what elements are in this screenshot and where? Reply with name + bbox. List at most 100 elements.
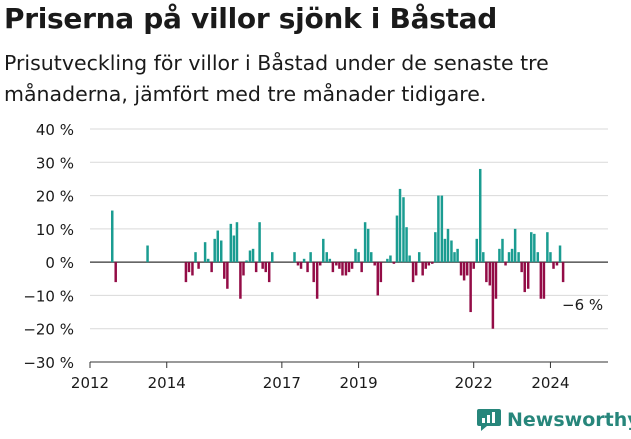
bar <box>555 262 559 266</box>
bar <box>542 262 546 299</box>
bar <box>488 262 492 286</box>
x-axis: 2012 2014 2017 2019 2022 2024 <box>71 361 608 392</box>
bar <box>510 248 514 263</box>
bar <box>513 228 517 263</box>
y-tick-label: 0 % <box>45 254 74 272</box>
x-tick-label: 2019 <box>339 374 377 392</box>
bar <box>229 223 233 263</box>
x-tick-label: 2024 <box>531 374 569 392</box>
bar <box>552 262 555 269</box>
bar <box>427 262 431 266</box>
bar <box>417 252 421 263</box>
bar <box>235 222 239 263</box>
bar <box>114 262 117 283</box>
bar <box>216 230 220 263</box>
bar <box>504 262 507 266</box>
bar <box>315 262 319 299</box>
bar <box>254 262 258 273</box>
bar <box>533 233 536 263</box>
x-tick-label: 2022 <box>455 374 493 392</box>
bar <box>350 262 354 269</box>
bar <box>223 262 226 279</box>
bar <box>146 245 149 263</box>
bar <box>530 232 533 263</box>
bar <box>453 252 456 263</box>
bar <box>389 255 392 263</box>
bar <box>261 262 264 269</box>
bar <box>373 262 376 266</box>
bar <box>459 262 463 276</box>
bar <box>245 260 248 263</box>
bar <box>421 262 424 276</box>
bar <box>549 252 552 263</box>
bar <box>408 255 411 263</box>
bar <box>335 262 338 266</box>
bar <box>405 227 408 263</box>
bar <box>392 262 396 264</box>
bar <box>232 235 236 263</box>
y-tick-label: 10 % <box>36 221 74 239</box>
x-tick-label: 2017 <box>263 374 301 392</box>
bar <box>501 238 504 263</box>
bar <box>520 262 523 273</box>
bar <box>299 262 303 269</box>
bar <box>414 262 418 276</box>
bar <box>456 248 459 263</box>
bar <box>491 262 495 329</box>
bar <box>206 258 210 263</box>
bar <box>312 262 315 283</box>
bar <box>322 238 325 263</box>
newsworthy-icon <box>477 409 501 431</box>
bar <box>478 168 482 263</box>
bar <box>363 222 367 263</box>
bar <box>354 248 357 263</box>
bar <box>213 238 216 263</box>
bar <box>498 248 501 263</box>
newsworthy-logo[interactable]: Newsworthy <box>476 408 631 432</box>
bar <box>296 262 300 266</box>
bar <box>258 222 261 263</box>
bar <box>376 262 380 296</box>
bar <box>523 262 526 293</box>
y-tick-label: 40 % <box>36 121 74 139</box>
bars <box>111 168 565 329</box>
bar <box>402 197 405 263</box>
y-tick-label: 20 % <box>36 188 74 206</box>
bar <box>370 252 373 263</box>
bar <box>558 245 562 263</box>
bar <box>507 252 511 263</box>
y-tick-label: 30 % <box>36 154 74 172</box>
bar <box>494 262 498 299</box>
bar <box>517 252 520 263</box>
bar <box>434 232 437 263</box>
bar <box>440 195 444 263</box>
bar <box>318 262 322 266</box>
bar <box>328 258 332 263</box>
bar <box>485 262 488 283</box>
bar <box>197 262 200 269</box>
bar <box>271 252 274 263</box>
bar <box>306 262 309 273</box>
bar <box>561 262 565 283</box>
bar <box>226 262 229 289</box>
bar <box>431 262 434 264</box>
bar <box>379 262 383 283</box>
subtitle-line-1: Prisutveckling för villor i Båstad under… <box>4 51 549 75</box>
bar <box>267 262 271 283</box>
y-axis: −30 % −20 % −10 % 0 % 10 % 20 % 30 % 40 % <box>23 121 74 372</box>
bar <box>184 262 188 283</box>
chart-title: Priserna på villor sjönk i Båstad <box>4 2 497 35</box>
bar <box>411 262 415 283</box>
x-tick-label: 2012 <box>71 374 109 392</box>
bar <box>482 252 485 263</box>
bar <box>203 242 207 263</box>
bar <box>187 262 191 273</box>
bar <box>398 188 402 263</box>
bar <box>450 240 453 263</box>
bar <box>325 252 328 263</box>
bar <box>293 252 296 263</box>
bar <box>309 252 312 263</box>
subtitle-line-2: månaderna, jämfört med tre månader tidig… <box>4 82 487 106</box>
bar <box>462 262 466 281</box>
